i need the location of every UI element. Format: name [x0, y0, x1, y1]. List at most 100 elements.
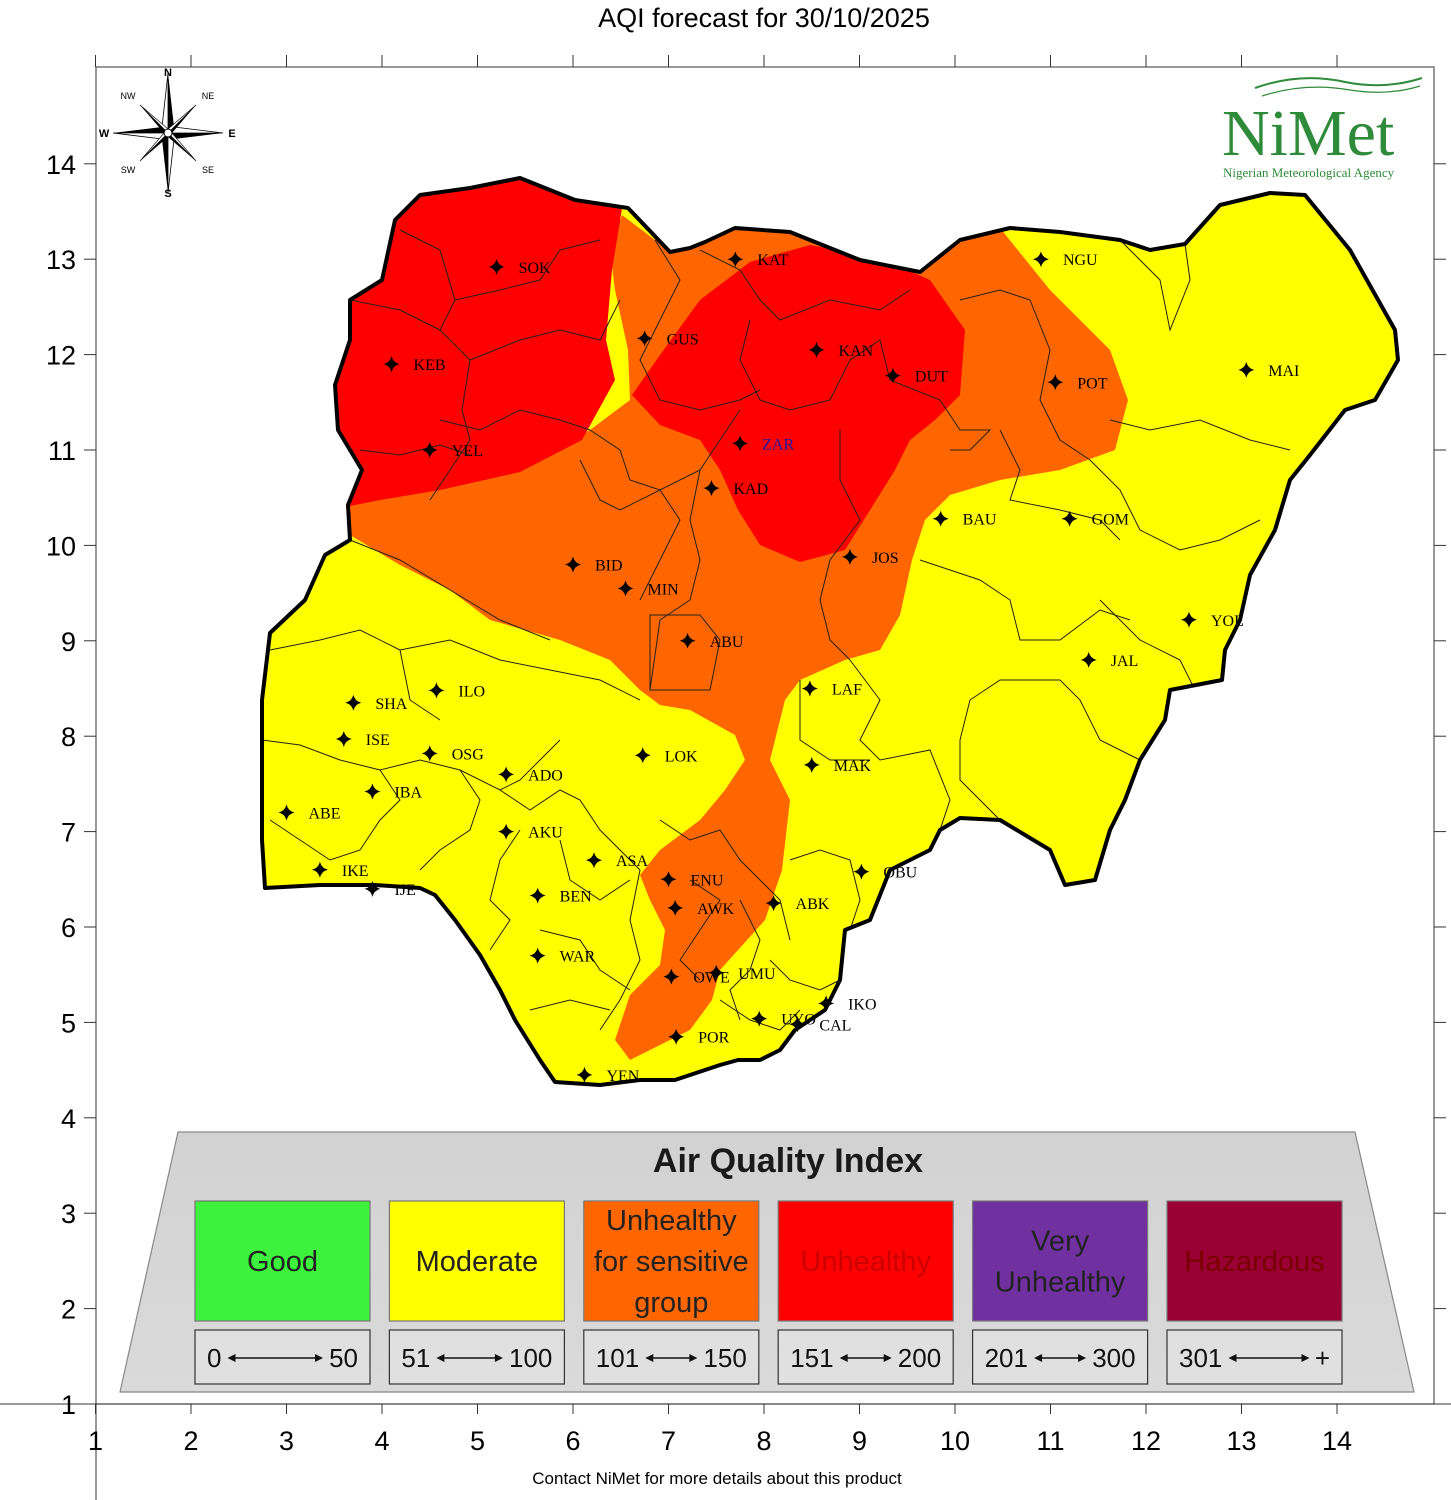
city-ije: IJE	[364, 880, 416, 899]
city-marker-icon	[421, 745, 438, 762]
city-marker-icon	[617, 580, 634, 597]
compass-se: SE	[202, 165, 214, 175]
x-tick-label: 11	[1036, 1426, 1064, 1456]
city-label: OBU	[883, 865, 917, 882]
double-arrow-icon	[1228, 1354, 1310, 1362]
legend-item-unhealthy: Unhealthy 151 200	[777, 1200, 954, 1385]
y-tick-label: 14	[46, 150, 76, 180]
city-label: LOK	[665, 748, 698, 765]
city-awk: AWK	[667, 899, 735, 918]
zone-unhealthy-northwest	[320, 178, 625, 510]
city-markers: SOK KAT NGU KEB GUS KAN DUT POT MAI YEL ZAR KAD BAU G…	[278, 251, 1299, 1085]
city-ilo: ILO	[428, 682, 485, 700]
city-marker-icon	[421, 442, 438, 458]
x-tick-label: 2	[183, 1426, 198, 1456]
footer-note: Contact NiMet for more details about thi…	[532, 1469, 902, 1488]
city-yol: YOL	[1180, 611, 1244, 630]
city-kan: KAN	[808, 341, 874, 360]
legend-range-box	[583, 1329, 760, 1385]
city-gus: GUS	[636, 330, 699, 348]
city-label: IKO	[848, 996, 876, 1013]
legend-label: Very	[1031, 1226, 1090, 1258]
city-label: ENU	[691, 872, 724, 889]
city-yel: YEL	[421, 442, 483, 460]
legend-label: Hazardous	[1184, 1246, 1324, 1278]
city-label: ASA	[616, 853, 648, 870]
legend-range-max: +	[1315, 1343, 1330, 1373]
y-tick-label: 13	[46, 245, 76, 275]
legend-label: Unhealthy	[606, 1205, 737, 1237]
legend-range-min: 151	[790, 1343, 833, 1373]
city-marker-icon	[751, 1010, 768, 1027]
city-label: IJE	[394, 882, 415, 899]
zone-unhealthy-sensitive	[330, 215, 1128, 1060]
city-aku: AKU	[498, 823, 563, 842]
city-label: KEB	[414, 357, 446, 374]
y-tick-label: 4	[61, 1104, 76, 1134]
city-marker-icon	[565, 556, 581, 573]
city-war: WAR	[529, 947, 596, 966]
city-cal: CAL	[789, 1016, 851, 1034]
y-tick-label: 3	[61, 1199, 76, 1229]
double-arrow-icon	[645, 1354, 698, 1362]
city-label: WAR	[560, 949, 596, 966]
legend-range-min: 51	[401, 1343, 430, 1373]
city-label: DUT	[915, 369, 948, 386]
city-kat: KAT	[727, 251, 789, 269]
city-marker-icon	[498, 766, 515, 783]
city-label: MAK	[834, 758, 872, 775]
city-label: GUS	[667, 331, 699, 348]
legend-label: Unhealthy	[995, 1267, 1126, 1299]
city-marker-icon	[660, 871, 677, 888]
x-tick-label: 4	[374, 1426, 389, 1456]
y-tick-label: 2	[61, 1295, 76, 1325]
legend-label: for sensitive	[594, 1246, 749, 1278]
legend-range-max: 150	[703, 1343, 746, 1373]
compass-rose: N S E W NE NW SE SW	[99, 67, 236, 200]
double-arrow-icon	[1034, 1354, 1087, 1362]
y-tick-label: 12	[46, 341, 76, 371]
legend-range-max: 300	[1092, 1343, 1135, 1373]
logo-agency: Nigerian Meteorological Agency	[1223, 165, 1395, 180]
city-marker-icon	[679, 632, 696, 649]
city-marker-icon	[1061, 510, 1078, 527]
city-label: AKU	[528, 825, 563, 842]
city-marker-icon	[1047, 374, 1064, 391]
x-tick-label: 3	[279, 1426, 294, 1456]
city-ike: IKE	[311, 861, 369, 880]
city-min: MIN	[617, 580, 679, 598]
city-marker-icon	[884, 367, 901, 384]
city-label: ABK	[796, 896, 830, 913]
legend-range-box	[194, 1329, 371, 1385]
city-label: AWK	[697, 901, 734, 918]
city-osg: OSG	[421, 745, 484, 763]
y-tick-label: 10	[46, 531, 76, 561]
city-label: IBA	[394, 785, 422, 802]
legend-item-hazardous: Hazardous 301 +	[1166, 1200, 1343, 1385]
city-bid: BID	[565, 556, 623, 574]
city-label: UMU	[738, 966, 776, 983]
logo-swoosh-icon	[1261, 85, 1421, 97]
city-jos: JOS	[841, 548, 899, 567]
legend-range-min: 301	[1179, 1343, 1222, 1373]
double-arrow-icon	[839, 1354, 892, 1362]
y-tick-label: 8	[61, 722, 76, 752]
city-abk: ABK	[765, 895, 830, 913]
city-label: BID	[595, 557, 623, 574]
city-marker-icon	[1238, 361, 1255, 378]
city-marker-icon	[708, 964, 725, 981]
legend-swatch	[388, 1200, 565, 1322]
x-tick-label: 13	[1226, 1426, 1256, 1456]
city-marker-icon	[808, 341, 825, 358]
double-arrow-icon	[436, 1354, 503, 1362]
city-por: POR	[668, 1028, 730, 1047]
legend-swatch	[1166, 1200, 1343, 1322]
city-label: YEL	[452, 443, 483, 460]
city-marker-icon	[529, 947, 546, 964]
city-ben: BEN	[529, 887, 592, 906]
city-label: BAU	[963, 512, 997, 529]
y-tick-label: 9	[61, 627, 76, 657]
legend-swatch	[194, 1200, 371, 1322]
city-label: ABE	[309, 806, 341, 823]
x-tick-label: 9	[852, 1426, 867, 1456]
